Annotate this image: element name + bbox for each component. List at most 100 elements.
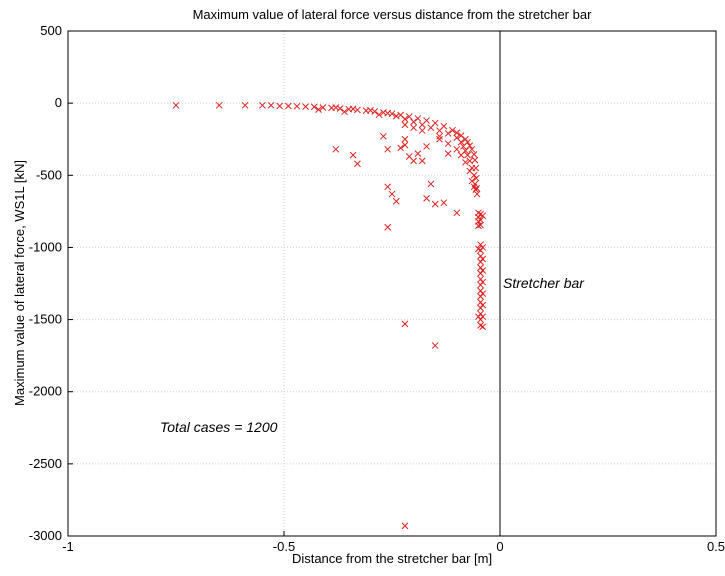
data-point [444, 140, 452, 147]
data-point [423, 195, 430, 202]
data-points [172, 101, 487, 530]
data-point [472, 174, 480, 182]
data-point [470, 183, 478, 191]
data-point [375, 111, 383, 119]
data-point [384, 109, 392, 117]
data-point [477, 293, 484, 300]
data-point [477, 270, 484, 277]
data-point [462, 135, 469, 143]
x-tick-label: 0.5 [707, 539, 725, 554]
data-point [410, 124, 417, 132]
data-point [354, 106, 361, 114]
data-point [392, 197, 400, 205]
total-cases-annotation: Total cases = 1200 [160, 419, 278, 435]
data-point [267, 101, 275, 109]
plot-frame [67, 30, 717, 537]
y-axis-ticks: 500 0 -500 -1000 -1500 -2000 -2500 -3000 [29, 23, 73, 543]
data-point [401, 121, 409, 129]
y-axis-label: Maximum value of lateral force, WS1L [kN… [12, 160, 27, 406]
data-point [477, 264, 484, 271]
data-point [418, 157, 426, 165]
y-tick-label: -500 [36, 167, 62, 182]
data-point [293, 102, 301, 110]
data-point [477, 316, 484, 323]
data-point [319, 104, 327, 111]
y-tick-label: 500 [40, 23, 62, 38]
data-point [466, 142, 474, 150]
data-point [466, 157, 474, 165]
data-point [477, 221, 484, 229]
data-point [477, 252, 484, 260]
x-axis-label: Distance from the stretcher bar [m] [292, 551, 492, 566]
data-point [477, 216, 484, 224]
data-point [470, 151, 478, 158]
data-point [276, 102, 284, 110]
data-point [436, 132, 443, 140]
data-point [477, 258, 484, 266]
data-point [427, 180, 435, 188]
data-point [401, 522, 409, 530]
data-point [466, 167, 474, 175]
x-tick-label: -1 [62, 539, 74, 554]
data-point [477, 281, 484, 289]
data-point [410, 157, 417, 165]
data-point [310, 103, 318, 111]
y-tick-label: -3000 [29, 528, 62, 543]
data-point [427, 124, 435, 132]
x-tick-label: -0.5 [273, 539, 295, 554]
data-point [477, 275, 484, 283]
data-point [284, 102, 292, 110]
data-point [475, 245, 482, 253]
data-point [388, 190, 396, 198]
gridlines [67, 30, 717, 537]
data-point [457, 151, 465, 159]
data-point [475, 313, 482, 321]
data-point [384, 183, 392, 191]
data-point [436, 135, 443, 143]
data-point [473, 190, 481, 198]
data-point [215, 101, 223, 109]
chart-title: Maximum value of lateral force versus di… [193, 7, 592, 22]
data-point [475, 222, 482, 230]
data-point [457, 138, 465, 146]
data-point [401, 115, 409, 123]
data-point [431, 200, 439, 208]
data-point [479, 267, 487, 274]
data-point [349, 105, 357, 113]
y-tick-label: -1500 [29, 312, 62, 327]
y-tick-label: -2500 [29, 456, 62, 471]
data-point [479, 290, 487, 297]
data-point [453, 145, 461, 153]
data-point [462, 158, 469, 166]
data-point [418, 121, 426, 129]
data-point [354, 160, 361, 168]
data-point [392, 112, 400, 120]
data-point [477, 298, 484, 306]
data-point [431, 342, 439, 349]
data-point [332, 104, 340, 111]
data-point [414, 150, 422, 157]
data-point [380, 132, 387, 140]
data-point [397, 144, 404, 152]
data-point [172, 101, 180, 109]
data-point [401, 320, 409, 328]
data-point [349, 151, 357, 159]
data-point [410, 118, 417, 126]
data-point [423, 143, 430, 150]
data-point [468, 164, 476, 172]
data-point [479, 323, 487, 331]
data-point [341, 108, 348, 116]
data-point [371, 108, 379, 115]
data-point [315, 106, 322, 113]
data-point [477, 241, 484, 248]
x-tick-label: 0 [496, 539, 503, 554]
data-point [418, 127, 426, 134]
y-tick-label: -1000 [29, 239, 62, 254]
data-point [453, 129, 461, 137]
data-point [302, 103, 309, 110]
data-point [464, 151, 471, 159]
data-point [453, 209, 461, 217]
data-point [405, 113, 413, 120]
data-point [414, 115, 422, 122]
